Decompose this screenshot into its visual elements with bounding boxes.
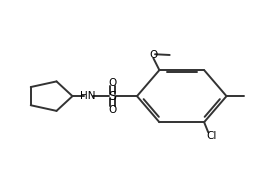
- Text: O: O: [109, 105, 117, 115]
- Text: O: O: [149, 50, 158, 60]
- Text: HN: HN: [81, 91, 96, 101]
- Text: O: O: [109, 78, 117, 88]
- Text: Cl: Cl: [206, 131, 217, 141]
- Text: S: S: [109, 90, 117, 103]
